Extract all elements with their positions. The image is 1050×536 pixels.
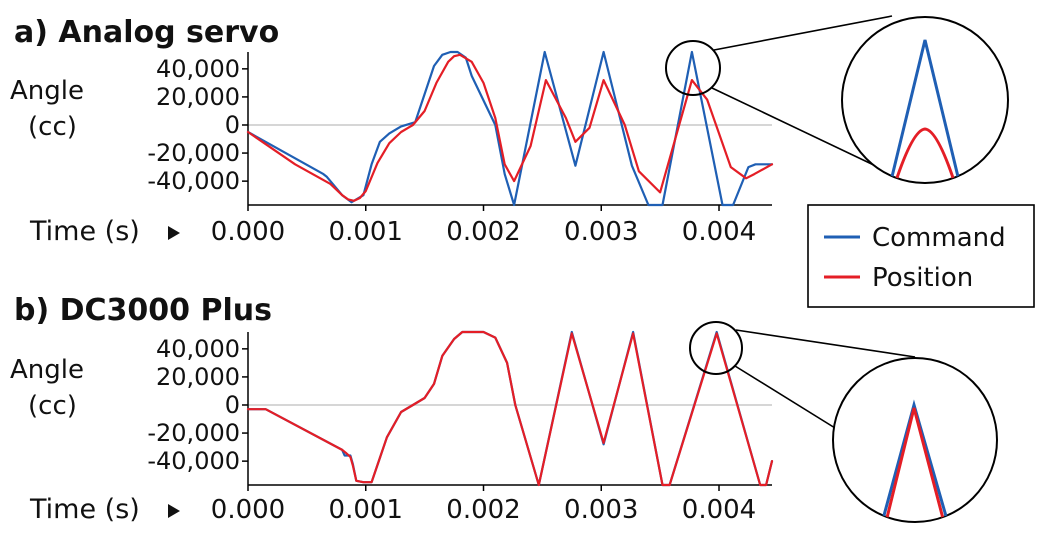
panel-a-ylabel-line1: Angle bbox=[10, 76, 84, 106]
inset-b-source-circle bbox=[689, 321, 743, 375]
inset-b-command-line bbox=[878, 399, 952, 522]
inset-a-connector-top bbox=[713, 15, 893, 51]
panel-a-xtick-label: 0.002 bbox=[446, 217, 520, 247]
panel-b-xtick-label: 0.002 bbox=[446, 495, 520, 525]
panel-b-xtick-label: 0.003 bbox=[564, 495, 638, 525]
panel-a-ytick-label: 20,000 bbox=[156, 83, 240, 111]
panel-a-ytick-label: -20,000 bbox=[147, 139, 240, 167]
panel-a-xlabel: Time (s) bbox=[29, 216, 140, 247]
panel-b-ytick-label: 40,000 bbox=[156, 335, 240, 363]
inset-a-connector-bottom bbox=[711, 87, 881, 169]
panel-a-series-command bbox=[246, 50, 774, 207]
panel-b-xlabel: Time (s) bbox=[29, 494, 140, 525]
inset-a bbox=[665, 15, 1009, 184]
panel-a-xtick-label: 0.004 bbox=[682, 217, 756, 247]
panel-a-series-position bbox=[246, 53, 774, 202]
panel-b-ytick-label: 20,000 bbox=[156, 363, 240, 391]
panel-a-xtick-label: 0.003 bbox=[564, 217, 638, 247]
inset-a-position-line bbox=[891, 127, 959, 183]
legend-command-label: Command bbox=[872, 223, 1006, 253]
panel-b-plot bbox=[246, 330, 774, 487]
panel-b-ytick-label: -40,000 bbox=[147, 447, 240, 475]
inset-b-zoom-circle bbox=[832, 357, 998, 523]
panel-b-series-position bbox=[246, 330, 774, 487]
panel-a-title: a) Analog servo bbox=[14, 15, 279, 50]
panel-a-xtick-label: 0.001 bbox=[329, 217, 403, 247]
panel-a-xlabel-arrow-icon bbox=[168, 226, 180, 240]
panel-b-xtick-label: 0.001 bbox=[329, 495, 403, 525]
panel-b-ylabel-line2: (cc) bbox=[28, 391, 77, 421]
panel-b-xtick-label: 0.000 bbox=[211, 495, 285, 525]
panel-a-ytick-label: 0 bbox=[225, 111, 240, 139]
panel-a-ytick-label: -40,000 bbox=[147, 167, 240, 195]
inset-b-position-line bbox=[882, 407, 948, 522]
panel-b-ytick-label: -20,000 bbox=[147, 419, 240, 447]
panel-b-xlabel-arrow-icon bbox=[168, 504, 180, 518]
panel-analog-servo: a) Analog servo Angle (cc) Time (s) 40,0… bbox=[10, 15, 774, 247]
panel-b-ylabel-line1: Angle bbox=[10, 355, 84, 385]
panel-a-xtick-label: 0.000 bbox=[211, 217, 285, 247]
legend: Command Position bbox=[807, 204, 1035, 308]
panel-b-title: b) DC3000 Plus bbox=[14, 293, 272, 328]
panel-a-ytick-label: 40,000 bbox=[156, 55, 240, 83]
panel-a-ylabel-line2: (cc) bbox=[28, 112, 77, 142]
panel-b-xtick-label: 0.004 bbox=[682, 495, 756, 525]
legend-position-label: Position bbox=[872, 263, 973, 293]
legend-box bbox=[807, 204, 1035, 308]
inset-b bbox=[689, 321, 998, 523]
inset-a-zoom-circle bbox=[841, 16, 1009, 184]
panel-dc3000-plus: b) DC3000 Plus Angle (cc) Time (s) 40,00… bbox=[10, 293, 774, 525]
inset-b-connector-top bbox=[735, 329, 916, 358]
inset-a-source-circle bbox=[665, 40, 721, 96]
panel-b-ytick-label: 0 bbox=[225, 391, 240, 419]
panel-a-plot bbox=[246, 50, 774, 207]
inset-a-command-line bbox=[888, 39, 962, 183]
